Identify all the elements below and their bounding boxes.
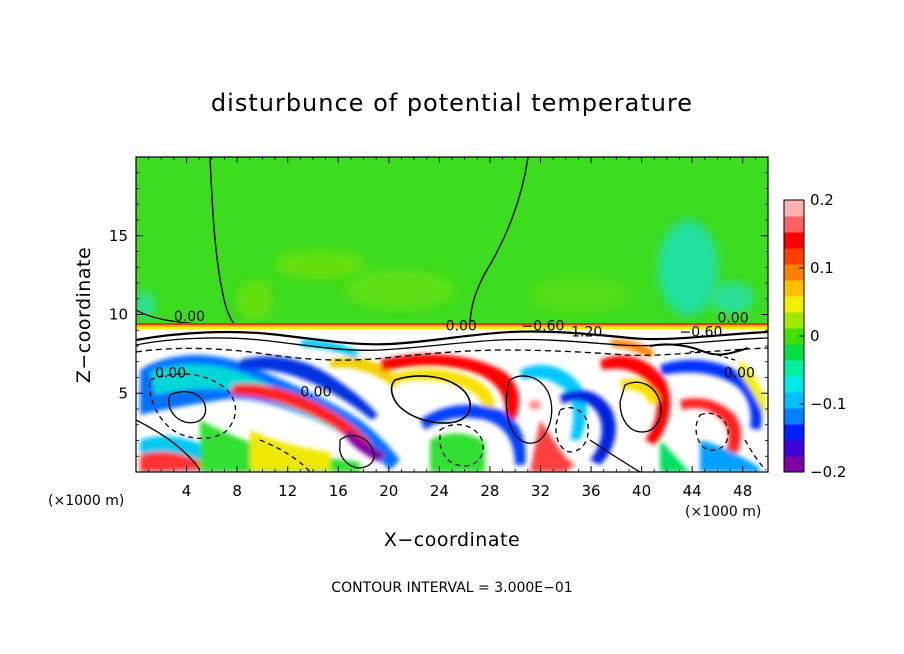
x-axis-label: X−coordinate: [384, 529, 520, 551]
contour-label: 0.00: [155, 366, 186, 382]
inversion-band: [136, 325, 768, 327]
colorbar-segment: [784, 296, 804, 313]
contour-label: −0.60: [680, 325, 723, 341]
y-tick-label: 10: [109, 306, 128, 324]
contour-line: [469, 157, 529, 327]
colorbar-segment: [784, 424, 804, 441]
turbulent-eddies: [140, 339, 766, 472]
y-axis-ticks: 5 10 15: [109, 172, 768, 457]
warm-patch: [345, 270, 455, 310]
colorbar-tick-label: −0.1: [810, 395, 846, 413]
colorbar-segment: [784, 392, 804, 409]
inversion-band: [136, 327, 768, 329]
x-tick-label: 24: [430, 482, 449, 500]
colorbar-segment: [784, 216, 804, 233]
contour-line: [209, 157, 237, 327]
colorbar-segment: [784, 248, 804, 265]
contour-label: 0.00: [446, 318, 477, 334]
chart-title: disturbunce of potential temperature: [211, 89, 693, 117]
colorbar-segment: [784, 408, 804, 425]
colorbar-segment: [784, 264, 804, 281]
x-tick-label: 28: [480, 482, 499, 500]
x-tick-label: 48: [733, 482, 752, 500]
colorbar-ticks: −0.2 −0.1 0 0.1 0.2: [799, 191, 846, 481]
x-tick-label: 44: [683, 482, 702, 500]
x-tick-label: 12: [278, 482, 297, 500]
x-tick-label: 8: [232, 482, 242, 500]
colorbar-segment: [784, 344, 804, 361]
warm-patch: [237, 280, 273, 320]
contour-interval-note: CONTOUR INTERVAL = 3.000E−01: [331, 580, 572, 596]
contour-label: 0.00: [717, 310, 748, 326]
warm-patch: [275, 251, 365, 279]
contour-labels: 0.000.000.000.00 −0.60−1.20 −0.600.000.00: [155, 309, 755, 401]
colorbar-segment: [784, 440, 804, 457]
contour-label: −1.20: [559, 325, 602, 341]
cool-patch: [710, 282, 754, 314]
colorbar-segment: [784, 312, 804, 329]
colorbar-segment: [784, 456, 804, 473]
y-tick-label: 5: [118, 384, 128, 402]
colorbar-tick-label: 0: [810, 327, 820, 345]
colorbar-segment: [784, 328, 804, 345]
x-tick-label: 4: [182, 482, 192, 500]
colorbar-tick-label: −0.2: [810, 463, 846, 481]
colorbar-segment: [784, 200, 804, 217]
contour-label: 0.00: [300, 384, 331, 400]
warm-patch: [530, 277, 630, 313]
y-tick-label: 15: [109, 227, 128, 245]
contour-label: −0.60: [522, 318, 565, 334]
contour-label: 0.00: [724, 366, 755, 382]
colorbar-segment: [784, 232, 804, 249]
x-tick-label: 36: [581, 482, 600, 500]
contour-label: 0.00: [174, 309, 205, 325]
cool-patch: [658, 220, 718, 316]
colorbar-tick-label: 0.2: [810, 191, 834, 209]
colorbar-segment: [784, 376, 804, 393]
x-axis-ticks: 4 8 12 16 20 24 28 32 36 40 44 48: [148, 157, 769, 500]
x-tick-label: 20: [379, 482, 398, 500]
x-unit-right: (×1000 m): [685, 504, 761, 520]
x-tick-label: 40: [632, 482, 651, 500]
x-tick-label: 16: [329, 482, 348, 500]
colorbar-tick-label: 0.1: [810, 259, 834, 277]
x-unit-left: (×1000 m): [48, 493, 124, 509]
x-tick-label: 32: [531, 482, 550, 500]
y-axis-label: Z−coordinate: [73, 247, 95, 383]
plot-area: [136, 157, 768, 472]
inversion-band: [136, 323, 768, 325]
colorbar-segment: [784, 280, 804, 297]
contour-lines-lower: [136, 330, 768, 472]
colorbar-segment: [784, 360, 804, 377]
